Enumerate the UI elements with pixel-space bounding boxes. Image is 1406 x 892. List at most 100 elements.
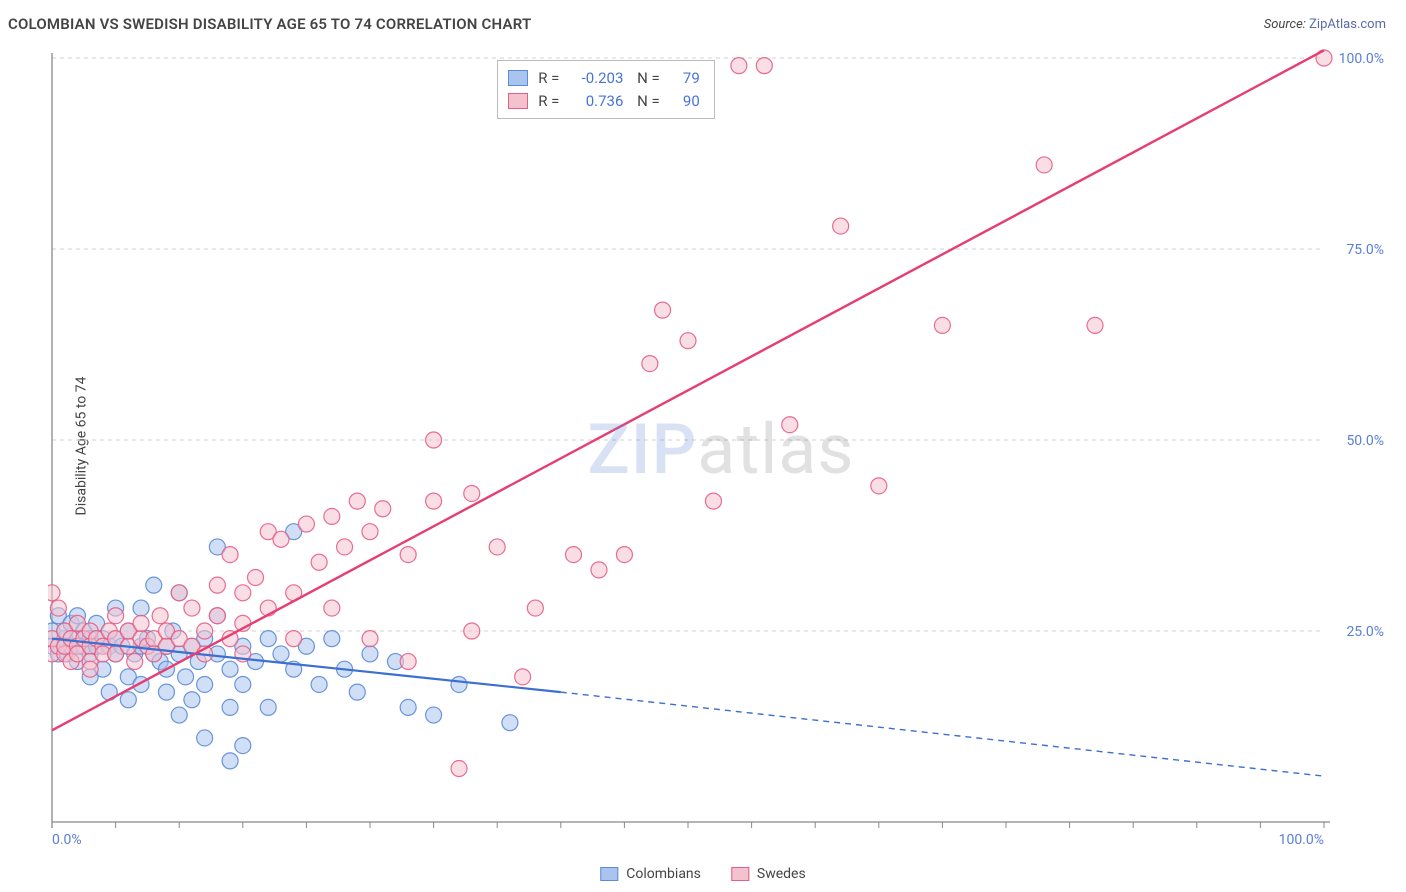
legend-swatch [731, 867, 749, 881]
data-point [375, 501, 391, 517]
data-point [260, 631, 276, 647]
data-point [222, 699, 238, 715]
data-point [515, 669, 531, 685]
data-point [127, 654, 143, 670]
legend-item: Colombians [600, 866, 701, 882]
stats-r-value: 0.736 [569, 90, 623, 113]
data-point [616, 547, 632, 563]
data-point [133, 600, 149, 616]
data-point [152, 608, 168, 624]
data-point [48, 585, 60, 601]
trend-line-swedes [52, 50, 1324, 730]
data-point [349, 684, 365, 700]
y-tick-label: 25.0% [1346, 624, 1384, 640]
data-point [349, 493, 365, 509]
data-point [426, 707, 442, 723]
data-point [273, 531, 289, 547]
stats-row: R =0.736 N =90 [508, 90, 700, 113]
data-point [133, 615, 149, 631]
data-point [362, 524, 378, 540]
bottom-legend: Colombians Swedes [600, 866, 805, 882]
trend-line-colombians-extrapolated [561, 692, 1324, 776]
data-point [209, 577, 225, 593]
data-point [502, 715, 518, 731]
stats-n-label: N = [633, 67, 659, 90]
data-point [178, 669, 194, 685]
data-point [222, 753, 238, 769]
stats-n-value: 79 [670, 67, 700, 90]
data-point [400, 547, 416, 563]
data-point [489, 539, 505, 555]
data-point [235, 676, 251, 692]
data-point [171, 707, 187, 723]
data-point [464, 623, 480, 639]
stats-swatch [508, 93, 528, 109]
data-point [197, 623, 213, 639]
stats-r-label: R = [538, 67, 559, 90]
data-point [680, 333, 696, 349]
data-point [235, 585, 251, 601]
data-point [184, 692, 200, 708]
source-value: ZipAtlas.com [1309, 17, 1386, 32]
data-point [260, 699, 276, 715]
x-tick-label: 100.0% [1279, 832, 1324, 848]
data-point [400, 699, 416, 715]
data-point [209, 608, 225, 624]
legend-label: Colombians [626, 866, 701, 882]
data-point [642, 356, 658, 372]
data-point [286, 631, 302, 647]
plot-area: ZIPatlas 25.0%50.0%75.0%100.0%0.0%100.0%… [48, 48, 1394, 852]
stats-r-value: -0.203 [569, 67, 623, 90]
data-point [248, 570, 264, 586]
stats-n-label: N = [633, 90, 659, 113]
data-point [731, 58, 747, 74]
data-point [756, 58, 772, 74]
chart-header: COLOMBIAN VS SWEDISH DISABILITY AGE 65 T… [0, 0, 1406, 48]
data-point [158, 684, 174, 700]
stats-row: R = -0.203 N = 79 [508, 67, 700, 90]
legend-swatch [600, 867, 618, 881]
data-point [324, 508, 340, 524]
data-point [324, 631, 340, 647]
data-point [426, 432, 442, 448]
chart-title: COLOMBIAN VS SWEDISH DISABILITY AGE 65 T… [8, 15, 531, 33]
data-point [591, 562, 607, 578]
data-point [464, 485, 480, 501]
data-point [146, 577, 162, 593]
data-point [311, 554, 327, 570]
y-tick-label: 75.0% [1346, 242, 1384, 258]
data-point [1087, 317, 1103, 333]
data-point [362, 631, 378, 647]
data-point [527, 600, 543, 616]
data-point [400, 654, 416, 670]
chart-svg: 25.0% 50.0% 75.0% 100.0% 0.0% 100.0% [48, 48, 1394, 852]
data-point [197, 730, 213, 746]
y-tick-label: 100.0% [1339, 51, 1384, 67]
correlation-stats-box: R =-0.203 N =79R =0.736 N =90 [497, 60, 715, 119]
data-point [833, 218, 849, 234]
stats-r-label: R = [538, 90, 559, 113]
data-point [337, 539, 353, 555]
data-point [705, 493, 721, 509]
stats-swatch [508, 70, 528, 86]
data-point [426, 493, 442, 509]
data-point [197, 676, 213, 692]
data-point [50, 600, 66, 616]
y-tick-label: 50.0% [1346, 433, 1384, 449]
series-swedes [48, 50, 1332, 777]
legend-item: Swedes [731, 866, 806, 882]
data-point [311, 676, 327, 692]
data-point [934, 317, 950, 333]
data-point [120, 692, 136, 708]
x-tick-label: 0.0% [52, 832, 82, 848]
data-point [362, 646, 378, 662]
data-point [324, 600, 340, 616]
source-label: Source: [1264, 17, 1306, 32]
data-point [451, 761, 467, 777]
data-point [1036, 157, 1052, 173]
data-point [298, 516, 314, 532]
data-point [451, 676, 467, 692]
legend-label: Swedes [757, 866, 806, 882]
data-point [222, 661, 238, 677]
data-point [782, 417, 798, 433]
